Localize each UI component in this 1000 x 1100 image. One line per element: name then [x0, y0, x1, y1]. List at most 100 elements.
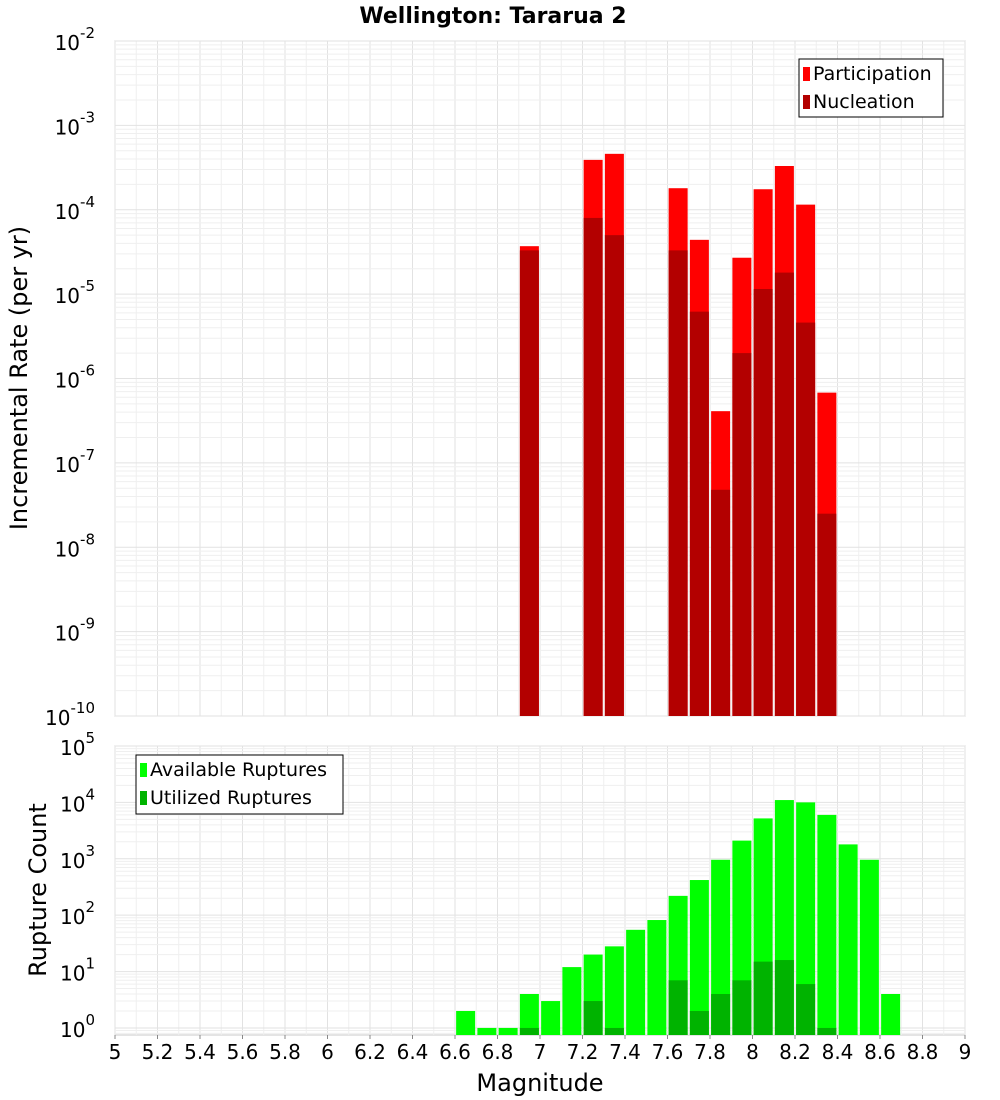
- top-bar-series2: [711, 489, 731, 716]
- y-tick-base: 10: [55, 453, 80, 477]
- top-bar-series2: [732, 353, 752, 716]
- y-tick-exponent: -2: [80, 24, 95, 42]
- y-tick-label: 10-5: [55, 277, 95, 308]
- bottom-bar-series2: [774, 960, 794, 1035]
- top-bar-series2: [519, 250, 539, 716]
- top-bar-series2: [753, 289, 773, 716]
- y-tick-exponent: 0: [85, 1011, 95, 1029]
- bottom-bar-series2: [817, 1027, 837, 1035]
- bottom-bar-series1: [541, 1001, 561, 1035]
- bottom-bar-series2: [583, 1001, 603, 1035]
- x-tick-label: 7.2: [567, 1040, 599, 1064]
- y-tick-exponent: -6: [80, 362, 95, 380]
- x-tick-label: 6.4: [397, 1040, 429, 1064]
- bottom-bars: [456, 800, 901, 1035]
- top-legend-box: [798, 58, 944, 118]
- y-tick-base: 10: [55, 537, 80, 561]
- y-tick-base: 10: [60, 962, 85, 986]
- y-tick-exponent: -8: [80, 530, 95, 548]
- top-bar-series2: [689, 311, 709, 716]
- x-tick-label: 6: [321, 1040, 334, 1064]
- bottom-bar-series2: [732, 980, 752, 1035]
- y-tick-label: 102: [60, 898, 95, 929]
- top-bars: [519, 153, 837, 717]
- top-bar-series2: [604, 235, 624, 716]
- chart-title: Wellington: Tararua 2: [359, 4, 626, 29]
- top-gridlines: [114, 40, 966, 717]
- bottom-bar-series2: [711, 994, 731, 1035]
- x-tick-label: 8: [746, 1040, 759, 1064]
- y-tick-exponent: -5: [80, 277, 95, 295]
- x-tick-label: 8.8: [907, 1040, 939, 1064]
- bottom-bar-series1: [711, 859, 731, 1035]
- x-tick-label: 7.6: [652, 1040, 684, 1064]
- x-tick-label: 9: [959, 1040, 972, 1064]
- bottom-bar-series1: [456, 1010, 476, 1035]
- x-tick-label: 7.8: [694, 1040, 726, 1064]
- x-tick-label: 5: [109, 1040, 122, 1064]
- y-tick-exponent: -3: [80, 108, 95, 126]
- y-tick-label: 10-10: [45, 699, 95, 730]
- bottom-bar-series1: [881, 994, 901, 1035]
- x-axis-title: Magnitude: [476, 1069, 603, 1097]
- x-tick-label: 5.4: [184, 1040, 216, 1064]
- y-tick-exponent: -4: [80, 193, 95, 211]
- y-tick-label: 100: [60, 1011, 95, 1042]
- y-tick-base: 10: [55, 369, 80, 393]
- y-tick-label: 10-2: [55, 24, 95, 55]
- bottom-bar-series1: [859, 859, 879, 1035]
- bottom-bar-series1: [519, 994, 539, 1035]
- y-tick-exponent: -10: [71, 699, 96, 717]
- top-bar-series2: [817, 513, 837, 716]
- y-tick-label: 10-3: [55, 108, 95, 139]
- y-tick-base: 10: [60, 905, 85, 929]
- bottom-legend-swatch: [140, 763, 147, 777]
- x-tick-label: 5.6: [227, 1040, 259, 1064]
- bottom-bar-series2: [604, 1027, 624, 1035]
- bottom-bar-series2: [668, 980, 688, 1035]
- top-bar-series2: [583, 217, 603, 716]
- x-tick-label: 7: [534, 1040, 547, 1064]
- bottom-bar-series1: [817, 814, 837, 1035]
- bottom-y-axis-title: Rupture Count: [24, 803, 52, 977]
- y-tick-base: 10: [55, 31, 80, 55]
- x-tick-label: 8.4: [822, 1040, 854, 1064]
- bottom-bar-series1: [647, 920, 667, 1035]
- bottom-bar-series1: [689, 880, 709, 1035]
- bottom-legend-swatch: [140, 791, 147, 805]
- y-tick-base: 10: [60, 792, 85, 816]
- top-bar-series2: [668, 250, 688, 716]
- y-tick-base: 10: [55, 115, 80, 139]
- bottom-legend-label: Utilized Ruptures: [150, 787, 312, 809]
- bottom-bar-series2: [519, 1027, 539, 1035]
- y-tick-label: 10-4: [55, 193, 95, 224]
- x-tick-label: 6.8: [482, 1040, 514, 1064]
- incremental-rate-panel: 10-210-310-410-510-610-710-810-910-10 In…: [5, 24, 966, 730]
- top-legend-label: Nucleation: [813, 91, 915, 113]
- y-tick-label: 10-9: [55, 615, 95, 646]
- top-y-axis-title: Incremental Rate (per yr): [5, 226, 33, 530]
- bottom-bar-series2: [689, 1010, 709, 1035]
- x-tick-label: 5.8: [269, 1040, 301, 1064]
- y-tick-label: 10-6: [55, 362, 95, 393]
- top-legend: Participation Nucleation: [798, 58, 944, 118]
- x-tick-labels: 5 5.2 5.4 5.6 5.8 6 6.2 6.4 6.6 6.8 7 7.2 7.4 7.6 7.8 8…: [109, 1035, 972, 1064]
- y-tick-label: 101: [60, 955, 95, 986]
- top-legend-label: Participation: [813, 63, 932, 85]
- y-tick-base: 10: [60, 1018, 85, 1042]
- bottom-legend-box: [135, 754, 344, 815]
- top-bar-series2: [796, 322, 816, 716]
- bottom-bar-series2: [753, 961, 773, 1035]
- y-tick-base: 10: [55, 622, 80, 646]
- x-tick-label: 7.4: [609, 1040, 641, 1064]
- bottom-legend-label: Available Ruptures: [150, 759, 327, 781]
- y-tick-label: 105: [60, 729, 95, 760]
- bottom-bar-series1: [477, 1027, 497, 1035]
- bottom-bar-series2: [796, 984, 816, 1035]
- y-tick-exponent: 3: [85, 842, 95, 860]
- y-tick-exponent: 2: [85, 898, 95, 916]
- bottom-bar-series1: [562, 967, 582, 1035]
